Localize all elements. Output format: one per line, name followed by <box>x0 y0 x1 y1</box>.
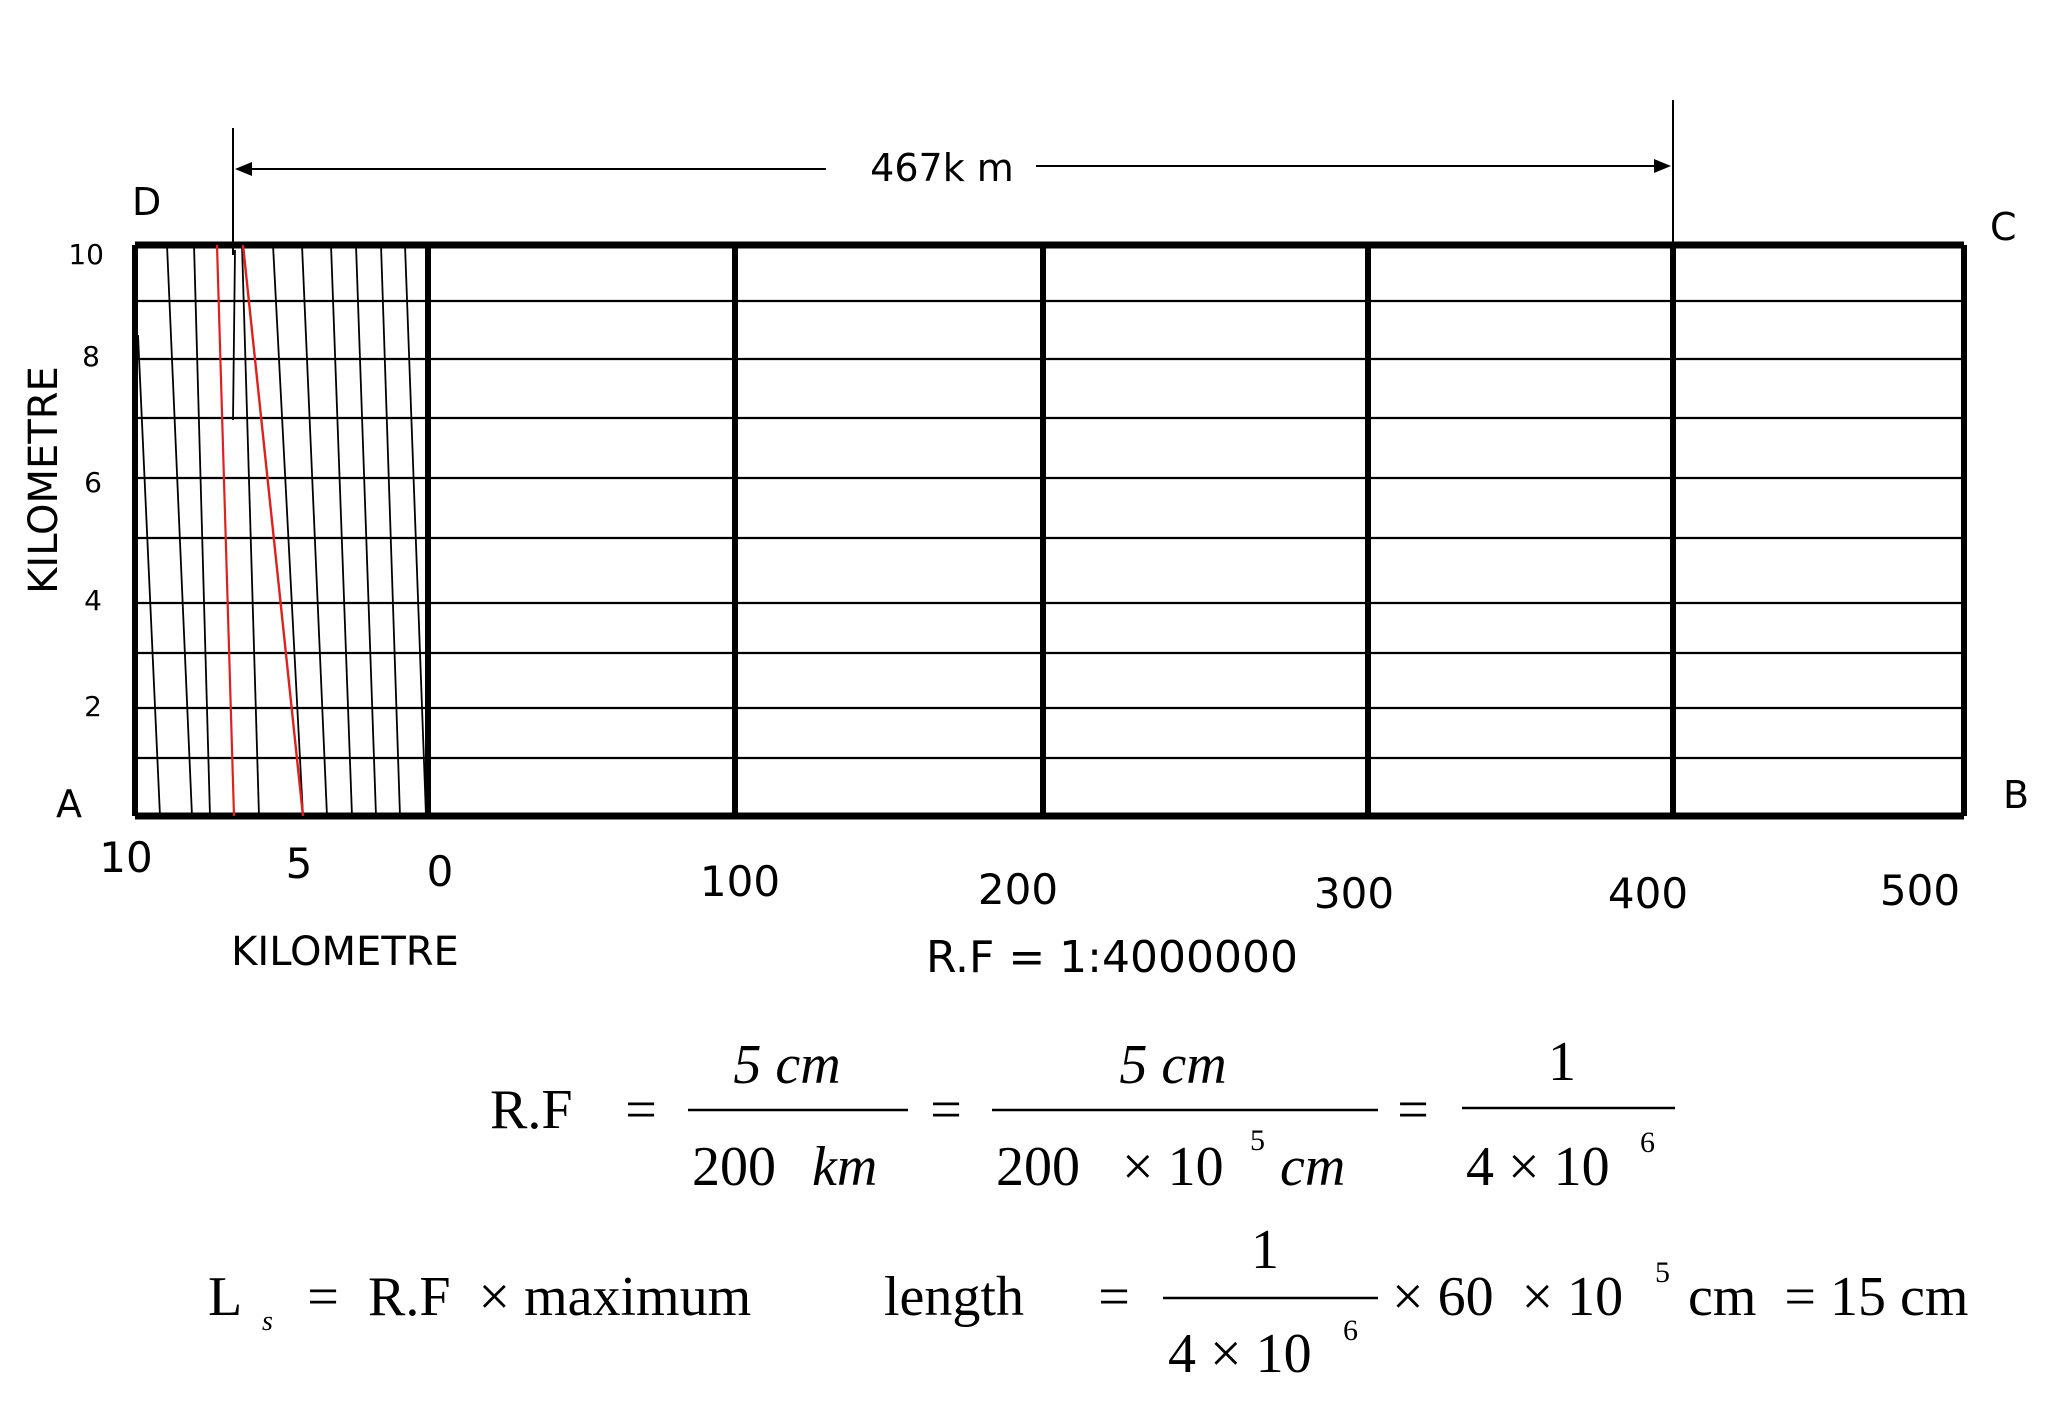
eq2-equals: = <box>307 1266 339 1328</box>
scale-grid <box>132 241 1967 820</box>
eq1-equals: = <box>1397 1079 1429 1141</box>
highlighted-diagonal-line <box>241 244 305 817</box>
length-equation: L s = R.F × maximum length = 1 4 × 10 6 … <box>208 1219 1968 1385</box>
primary-tick-label: 500 <box>1880 866 1960 915</box>
eq1-fraction2-exponent: 5 <box>1250 1124 1265 1157</box>
eq2-lhs: L <box>208 1266 242 1328</box>
secondary-tick-label: 0 <box>427 847 454 896</box>
eq2-length: length <box>884 1266 1024 1328</box>
diagonal-line <box>137 334 161 817</box>
eq1-fraction2-denominator-power: × 10 <box>1122 1136 1224 1198</box>
eq2-times-sixty: × 60 × 10 <box>1392 1266 1623 1328</box>
primary-tick-label: 400 <box>1608 869 1688 918</box>
eq2-rf-times-maximum: R.F × maximum <box>368 1266 751 1328</box>
eq1-fraction3-numerator: 1 <box>1548 1031 1576 1093</box>
primary-tick-label: 300 <box>1314 869 1394 918</box>
diagonal-line <box>330 244 353 817</box>
eq1-fraction3-exponent: 6 <box>1640 1126 1655 1159</box>
eq2-fraction-denominator: 4 × 10 <box>1168 1323 1312 1385</box>
diagonal-lines <box>137 244 427 817</box>
eq1-fraction3-denominator: 4 × 10 <box>1466 1136 1610 1198</box>
arrowhead-left-icon <box>235 162 252 176</box>
eq1-fraction2-numerator: 5 cm <box>1119 1034 1226 1096</box>
diagonal-line <box>232 249 236 421</box>
vertical-tick-label: 4 <box>84 584 102 617</box>
vertical-tick-label: 6 <box>84 466 102 499</box>
eq1-fraction1-denominator-unit: km <box>812 1136 877 1198</box>
primary-tick-label: 100 <box>700 857 780 906</box>
vertical-tick-label: 2 <box>84 690 102 723</box>
primary-tick-label: 200 <box>978 865 1058 914</box>
eq1-equals: = <box>625 1079 657 1141</box>
corner-label-c: C <box>1990 205 2017 249</box>
vertical-tick-label: 8 <box>82 340 100 373</box>
eq1-fraction1-numerator: 5 cm <box>733 1034 840 1096</box>
secondary-tick-label: 10 <box>99 833 152 882</box>
diagonal-line <box>166 244 193 817</box>
corner-label-b: B <box>2003 773 2029 817</box>
diagonal-line <box>272 244 304 817</box>
eq2-fraction-exponent: 6 <box>1343 1314 1358 1347</box>
secondary-tick-label: 5 <box>286 839 313 888</box>
diagonal-line <box>301 244 328 817</box>
eq2-equals: = <box>1098 1266 1130 1328</box>
diagonal-line <box>404 244 427 817</box>
corner-label-a: A <box>56 782 82 826</box>
corner-label-d: D <box>132 180 161 224</box>
rf-statement: R.F = 1:4000000 <box>926 932 1298 983</box>
eq2-result: cm = 15 cm <box>1688 1266 1968 1328</box>
arrowhead-right-icon <box>1654 159 1671 173</box>
vertical-tick-label: 10 <box>68 238 104 271</box>
diagonal-line <box>355 244 377 817</box>
diagonal-line <box>193 244 211 817</box>
diagonal-line <box>380 244 401 817</box>
eq1-equals: = <box>930 1079 962 1141</box>
dimension-label: 467k m <box>870 146 1014 190</box>
eq1-fraction2-denominator-number: 200 <box>996 1136 1080 1198</box>
rf-equation: R.F = 5 cm 200 km = 5 cm 200 × 10 5 cm =… <box>490 1031 1675 1198</box>
eq2-fraction-numerator: 1 <box>1251 1219 1279 1281</box>
highlighted-diagonal-line <box>215 244 236 817</box>
secondary-axis-title: KILOMETRE <box>231 929 459 975</box>
diagonal-line <box>241 244 260 817</box>
eq1-lhs: R.F <box>490 1079 573 1141</box>
eq2-lhs-subscript: s <box>262 1306 273 1337</box>
eq2-tail-exponent: 5 <box>1655 1256 1670 1289</box>
eq1-fraction2-denominator-unit: cm <box>1280 1136 1345 1198</box>
vertical-axis-title: KILOMETRE <box>21 366 67 594</box>
eq1-fraction1-denominator-number: 200 <box>692 1136 776 1198</box>
